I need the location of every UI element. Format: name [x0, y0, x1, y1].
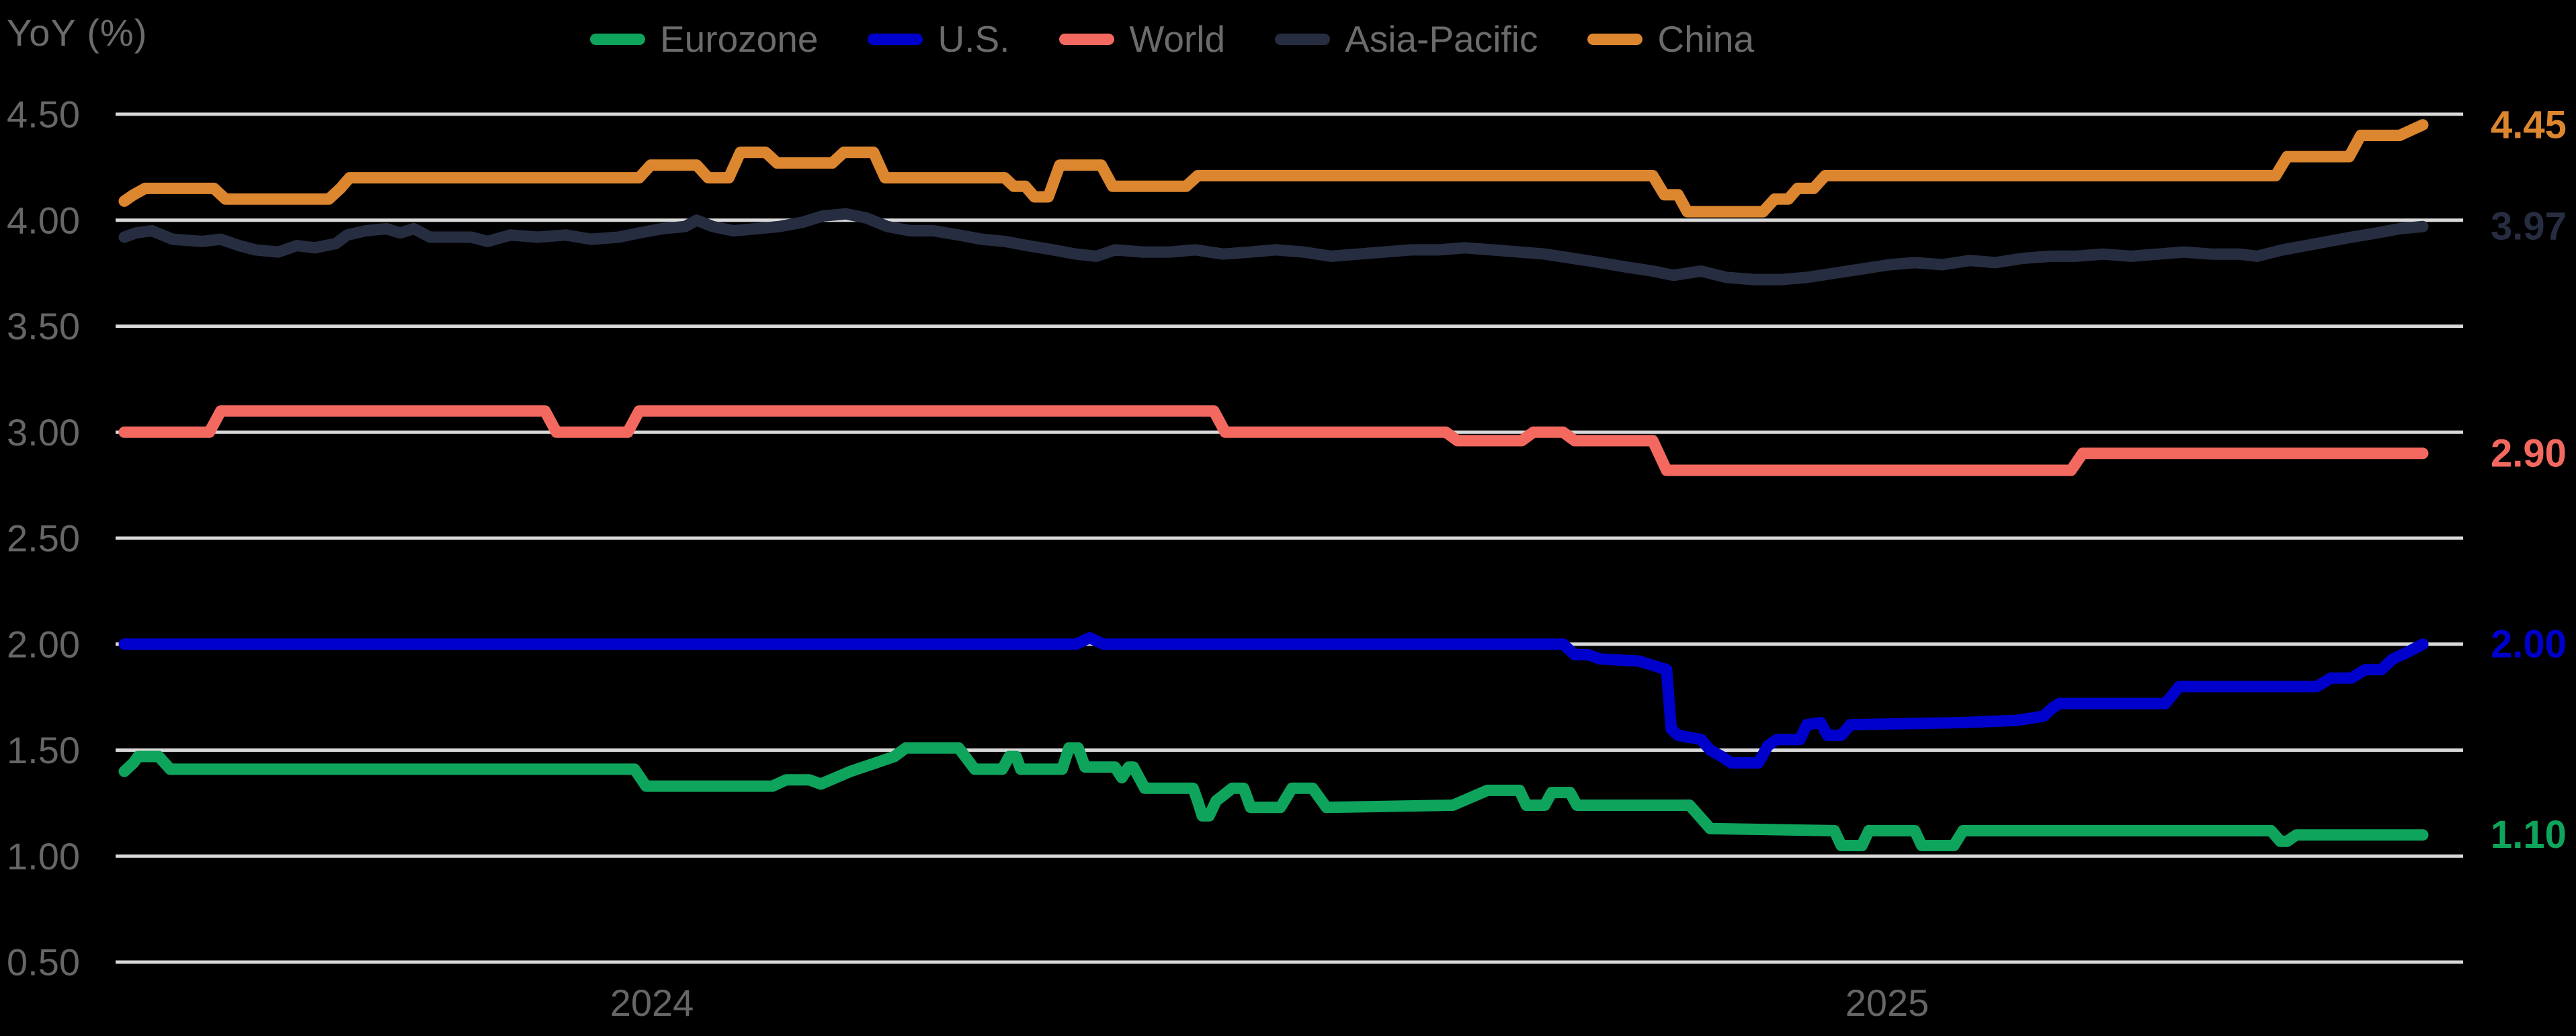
legend-swatch-asia-pacific: [1275, 33, 1331, 45]
legend: Eurozone U.S. World Asia-Pacific China: [590, 17, 1754, 60]
y-tick-label-2.00: 2.00: [7, 623, 80, 665]
legend-item-world: World: [1059, 17, 1225, 60]
series-end-labels: 4.45 3.97 2.90 2.00 1.10: [2491, 103, 2567, 857]
series-line-china: [118, 119, 2429, 218]
end-label-u-s: 2.00: [2491, 622, 2567, 666]
end-label-china: 4.45: [2491, 103, 2567, 146]
y-tick-label-2.50: 2.50: [7, 517, 80, 560]
legend-label: World: [1129, 18, 1226, 60]
legend-label: China: [1657, 18, 1755, 60]
legend-item-asia-pacific: Asia-Pacific: [1275, 17, 1538, 60]
legend-swatch-u-s: [868, 33, 923, 45]
gridlines: [116, 112, 2463, 964]
series-lines: [118, 119, 2429, 851]
end-label-asia-pacific: 3.97: [2491, 205, 2567, 249]
y-axis-unit-label: YoY (%): [7, 11, 148, 54]
end-label-eurozone: 1.10: [2491, 813, 2567, 857]
legend-swatch-eurozone: [590, 33, 645, 45]
y-tick-label-4.00: 4.00: [7, 199, 80, 241]
series-line-world: [118, 405, 2429, 476]
legend-label: Eurozone: [660, 18, 819, 60]
x-axis-labels: 2024 2025: [610, 982, 1929, 1024]
x-axis-label-2024: 2024: [610, 982, 694, 1024]
y-axis-tick-labels: 4.50 4.00 3.50 3.00 2.50 2.00 1.50 1.00 0.50: [7, 93, 80, 984]
y-tick-label-3.50: 3.50: [7, 305, 80, 347]
x-axis-label-2025: 2025: [1845, 982, 1929, 1024]
legend-item-eurozone: Eurozone: [590, 17, 818, 60]
legend-item-china: China: [1587, 17, 1754, 60]
end-label-world: 2.90: [2491, 431, 2567, 475]
y-tick-label-4.50: 4.50: [7, 93, 80, 136]
legend-swatch-world: [1059, 33, 1115, 45]
y-tick-label-1.00: 1.00: [7, 835, 80, 877]
y-tick-label-3.00: 3.00: [7, 411, 80, 454]
legend-swatch-china: [1587, 33, 1643, 45]
series-line-u-s: [118, 632, 2429, 769]
legend-item-u-s: U.S.: [868, 17, 1009, 60]
series-line-eurozone: [118, 742, 2429, 851]
legend-label: Asia-Pacific: [1345, 18, 1538, 60]
legend-label: U.S.: [938, 18, 1010, 60]
y-tick-label-0.50: 0.50: [7, 941, 80, 984]
y-tick-label-1.50: 1.50: [7, 729, 80, 771]
series-line-asia-pacific: [118, 208, 2429, 286]
